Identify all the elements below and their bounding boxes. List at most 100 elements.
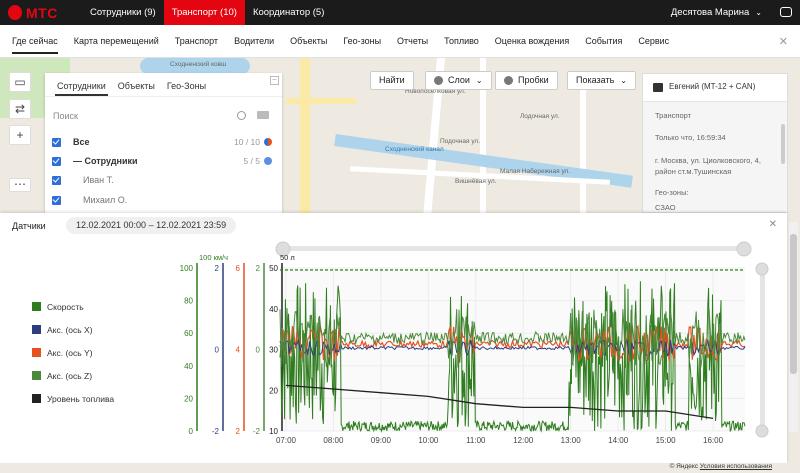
tab-employees[interactable]: Сотрудники (9) [90, 7, 156, 18]
objects-panel: Сотрудники Объекты Гео-Зоны – Поиск Все … [45, 73, 282, 213]
x-tick-label: 13:00 [561, 436, 582, 445]
y-tick-label: 2 [256, 264, 261, 273]
chat-icon[interactable] [780, 7, 792, 17]
close-icon[interactable]: ✕ [778, 36, 788, 48]
nav-movement-map[interactable]: Карта перемещений [73, 35, 159, 46]
scrollbar[interactable] [781, 124, 785, 164]
main-nav: Где сейчас Карта перемещений Транспорт В… [0, 25, 800, 58]
map-label: Вишнёвая ул. [455, 178, 497, 185]
chart-legend: Скорость Акс. (ось X) Акс. (ось Y) Акс. … [32, 295, 114, 410]
x-tick-label: 07:00 [276, 436, 297, 445]
chevron-down-icon: ⌄ [620, 76, 627, 85]
legend-item-speed[interactable]: Скорость [32, 295, 114, 318]
y-axis-unit: 100 км/ч [199, 253, 228, 262]
object-title[interactable]: Евгений (MT-12 + CAN) [643, 74, 787, 102]
traffic-icon [504, 76, 513, 85]
traffic-button[interactable]: Пробки [495, 71, 558, 90]
chart-scrollbar[interactable] [789, 222, 798, 432]
map-road [480, 58, 486, 218]
range-slider-track [278, 246, 748, 251]
geozones-label: Гео-зоны: [655, 188, 689, 197]
map-label: Новопосёлковая ул. [405, 88, 466, 95]
series-line-acc-y [279, 324, 746, 363]
last-update: Только что, 16:59:34 [655, 133, 726, 142]
row-count: 10 / 10 [234, 137, 260, 147]
terms-link[interactable]: Условия использования [699, 463, 772, 470]
y-tick-label: 20 [184, 394, 193, 403]
y-tick-label: 100 [180, 264, 194, 273]
legend-label: Скорость [47, 301, 84, 312]
checkbox[interactable] [52, 156, 61, 166]
scroll-thumb[interactable] [790, 234, 797, 374]
nav-fuel[interactable]: Топливо [444, 35, 479, 46]
y-tick-label: 50 [269, 264, 278, 273]
tab-transport[interactable]: Транспорт (10) [163, 0, 245, 25]
layers-icon [434, 76, 443, 85]
user-name: Десятова Марина [670, 7, 750, 18]
sensor-chart[interactable]: 07:00 08:00 09:00 10:00 11:00 12:00 13:00 14:00… [0, 213, 787, 463]
search-input[interactable]: Поиск [53, 111, 78, 121]
mts-egg-icon [8, 5, 22, 20]
status-icon [264, 138, 272, 146]
checkbox[interactable] [52, 195, 61, 205]
y-tick-label: 0 [189, 427, 194, 436]
ruler-icon[interactable]: ▭ [9, 72, 31, 92]
list-item[interactable]: Иван Т. [52, 173, 274, 187]
list-item-all[interactable]: Все 10 / 10 [52, 135, 274, 149]
list-item[interactable]: Михаил О. [52, 193, 274, 207]
list-item-group[interactable]: — Сотрудники 5 / 5 [52, 154, 274, 168]
nav-events[interactable]: События [585, 35, 623, 46]
checkbox[interactable] [52, 175, 61, 185]
nav-service[interactable]: Сервис [638, 35, 670, 46]
object-name: Евгений (MT-12 + CAN) [669, 82, 756, 91]
map-label: Малая Набережная ул. [500, 168, 571, 175]
geozones-value: СЗАО [655, 203, 676, 212]
truck-icon[interactable] [257, 111, 269, 119]
close-icon[interactable]: ✕ [768, 219, 777, 230]
map-label: Сходненский канал [385, 146, 444, 153]
series-line-fuel [285, 384, 714, 420]
tab-coordinator[interactable]: Координатор (5) [252, 7, 325, 18]
row-count: 5 / 5 [243, 156, 260, 166]
layers-button[interactable]: Слои ⌄ [425, 71, 492, 90]
x-tick-label: 09:00 [371, 436, 392, 445]
v-slider-track [760, 263, 765, 433]
zoom-in-button[interactable]: + [9, 125, 31, 145]
nav-transport[interactable]: Транспорт [174, 35, 219, 46]
checkbox[interactable] [52, 137, 61, 147]
nav-objects[interactable]: Объекты [290, 35, 328, 46]
y-tick-label: 4 [236, 346, 241, 355]
series-line-speed [279, 281, 746, 433]
nav-reports[interactable]: Отчеты [397, 35, 429, 46]
route-icon[interactable]: ⇄ [9, 99, 31, 119]
find-button[interactable]: Найти [370, 71, 414, 90]
range-handle-right [736, 241, 752, 257]
legend-label: Акс. (ось Z) [47, 370, 93, 381]
search-icon[interactable] [237, 111, 246, 120]
nav-drivers[interactable]: Водители [234, 35, 275, 46]
date-range[interactable]: 12.02.2021 00:00 – 12.02.2021 23:59 [66, 217, 237, 234]
logo-text: МТС [26, 4, 58, 21]
row-label: Иван Т. [83, 175, 114, 185]
mts-logo[interactable]: МТС [0, 0, 82, 25]
zoom-slider-icon[interactable]: ⋯ [9, 178, 31, 192]
nav-driving-score[interactable]: Оценка вождения [494, 35, 570, 46]
y-tick-label: 80 [184, 297, 193, 306]
show-button[interactable]: Показать ⌄ [567, 71, 636, 90]
legend-item-fuel[interactable]: Уровень топлива [32, 387, 114, 410]
legend-item-acc-y[interactable]: Акс. (ось Y) [32, 341, 114, 364]
legend-item-acc-z[interactable]: Акс. (ось Z) [32, 364, 114, 387]
nav-geozones[interactable]: Гео-зоны [343, 35, 382, 46]
tab-staff[interactable]: Сотрудники [51, 73, 112, 96]
tab-geozones[interactable]: Гео-Зоны [166, 81, 207, 91]
x-tick-label: 16:00 [703, 436, 724, 445]
minimize-icon[interactable]: – [270, 76, 279, 85]
nav-where-now[interactable]: Где сейчас [4, 25, 66, 58]
y-tick-label: 60 [184, 329, 193, 338]
chevron-down-icon: ⌄ [475, 76, 483, 85]
v-handle-top [755, 262, 769, 276]
tab-objects[interactable]: Объекты [117, 81, 155, 91]
user-menu[interactable]: Десятова Марина ⌄ [671, 0, 762, 25]
legend-item-acc-x[interactable]: Акс. (ось X) [32, 318, 114, 341]
map-label: Лодочная ул. [520, 113, 560, 120]
